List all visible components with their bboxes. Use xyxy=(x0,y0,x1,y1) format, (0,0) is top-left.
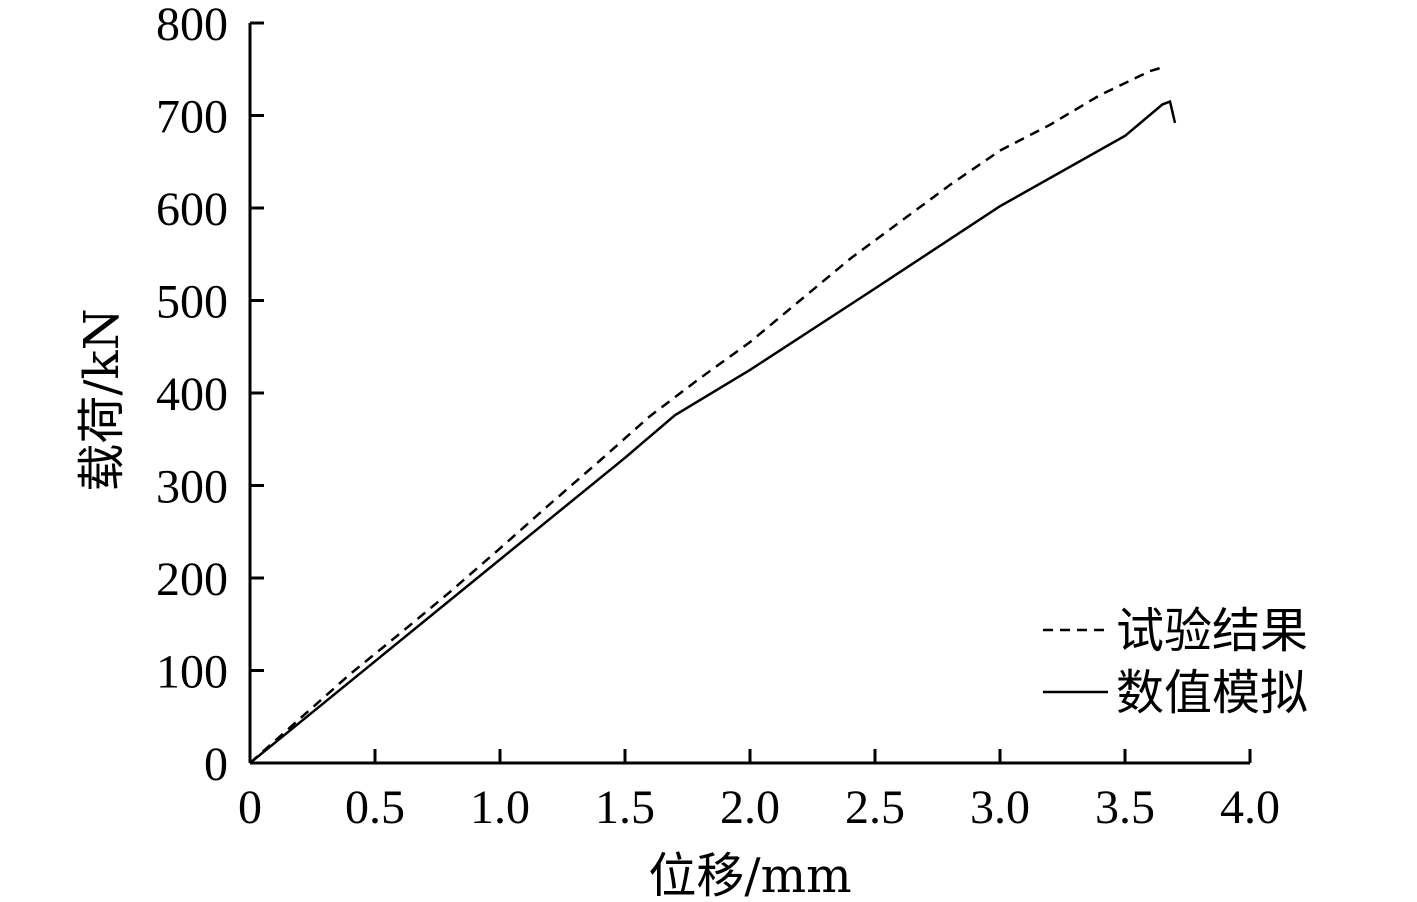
y-axis-ticks: 0 100 200 300 400 500 600 700 800 xyxy=(156,0,264,791)
y-tick-label: 200 xyxy=(156,553,228,606)
x-tick-label: 2.0 xyxy=(720,781,780,834)
x-axis-title: 位移/mm xyxy=(648,848,851,902)
x-tick-label: 3.5 xyxy=(1095,781,1155,834)
x-axis-ticks: 0 0.5 1.0 1.5 2.0 2.5 3.0 3.5 4.0 xyxy=(238,749,1280,834)
y-tick-label: 400 xyxy=(156,368,228,421)
y-tick-label: 800 xyxy=(156,0,228,51)
series-line-simulation xyxy=(249,99,1177,764)
x-tick-label: 3.0 xyxy=(970,781,1030,834)
y-axis-title: 载荷/kN xyxy=(74,308,130,491)
series-line-test-result xyxy=(249,66,1163,764)
x-tick-label: 2.5 xyxy=(845,781,905,834)
legend-label-simulation: 数值模拟 xyxy=(1116,665,1308,721)
y-tick-label: 600 xyxy=(156,183,228,236)
y-tick-label: 100 xyxy=(156,646,228,699)
x-tick-label: 0 xyxy=(238,781,262,834)
x-tick-label: 4.0 xyxy=(1220,781,1280,834)
y-tick-label: 300 xyxy=(156,461,228,514)
x-tick-label: 1.0 xyxy=(470,781,530,834)
legend-label-test-result: 试验结果 xyxy=(1116,603,1308,659)
y-tick-label: 500 xyxy=(156,276,228,329)
y-tick-label: 0 xyxy=(204,738,228,791)
x-tick-label: 1.5 xyxy=(595,781,655,834)
x-tick-label: 0.5 xyxy=(345,781,405,834)
series-layer xyxy=(249,66,1177,764)
legend: 试验结果 数值模拟 xyxy=(1043,603,1308,721)
axes xyxy=(248,23,1250,765)
y-tick-label: 700 xyxy=(156,91,228,144)
